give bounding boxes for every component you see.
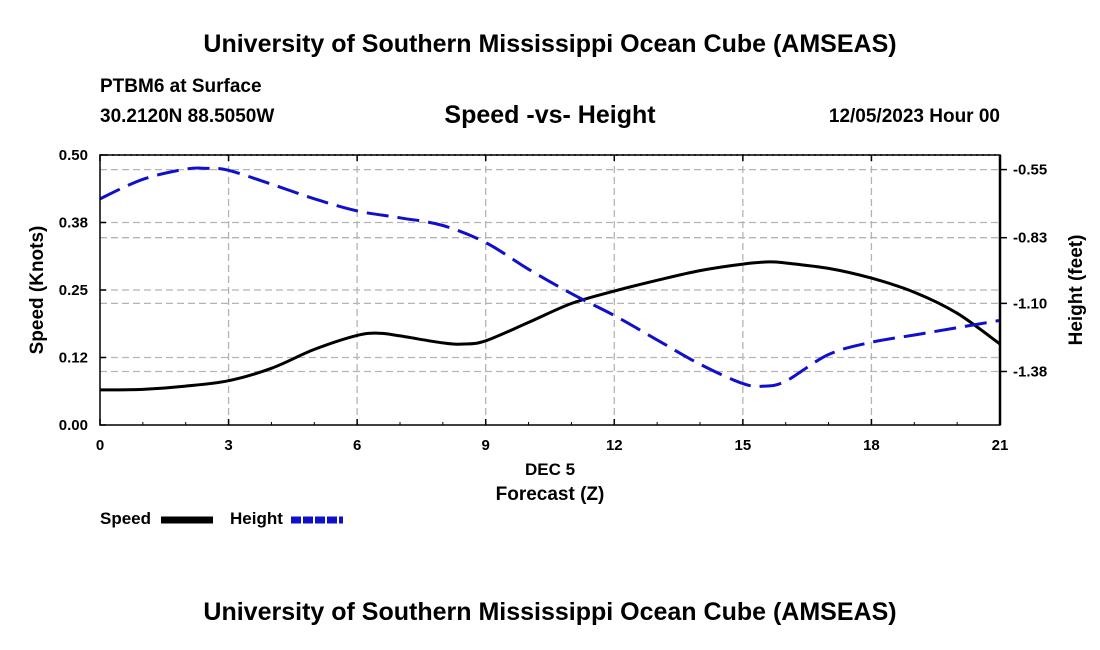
coordinates-label: 30.2120N 88.5050W	[100, 106, 275, 127]
chart-footer-title: University of Southern Mississippi Ocean…	[203, 598, 897, 626]
chart-subtitle: Speed -vs- Height	[444, 101, 656, 129]
x-tick-label: 18	[863, 437, 880, 454]
x-tick-label: 0	[96, 437, 104, 454]
y2-axis-label: Height (feet)	[1066, 235, 1087, 346]
axes: 0 3 6 9 12 15 18 21 0.00 0.12 0.25 0.38 0.50 -0.55 -0.…	[27, 147, 1087, 505]
x-tick-label: 21	[992, 437, 1009, 454]
x-tick-label: 12	[606, 437, 623, 454]
series-speed-line	[99, 260, 1001, 392]
y-tick-label: 0.00	[59, 417, 88, 434]
x-tick-label: 15	[735, 437, 752, 454]
y2-tick-label: -0.55	[1013, 162, 1047, 179]
y2-tick-label: -0.83	[1013, 230, 1047, 247]
x-tick-label: 6	[353, 437, 361, 454]
x-tick-label: 3	[224, 437, 232, 454]
series-lines	[99, 166, 1001, 392]
legend-speed-label: Speed	[100, 509, 152, 528]
y-tick-label: 0.38	[59, 215, 88, 232]
legend-height-label: Height	[230, 509, 283, 528]
x-axis-label: Forecast (Z)	[496, 484, 605, 505]
y-tick-label: 0.50	[59, 147, 88, 164]
forecast-datetime: 12/05/2023 Hour 00	[828, 106, 1000, 127]
y-axis-label: Speed (Knots)	[27, 226, 48, 355]
grid	[100, 155, 1000, 425]
x-axis-sublabel: DEC 5	[525, 460, 575, 479]
y2-tick-label: -1.10	[1013, 295, 1047, 312]
station-label: PTBM6 at Surface	[100, 76, 262, 97]
y-tick-label: 0.12	[59, 350, 88, 367]
y2-tick-label: -1.38	[1013, 363, 1047, 380]
y-tick-label: 0.25	[59, 282, 88, 299]
chart-main-title: University of Southern Mississippi Ocean…	[203, 30, 897, 58]
series-height-line	[99, 166, 1001, 388]
x-tick-label: 9	[482, 437, 490, 454]
